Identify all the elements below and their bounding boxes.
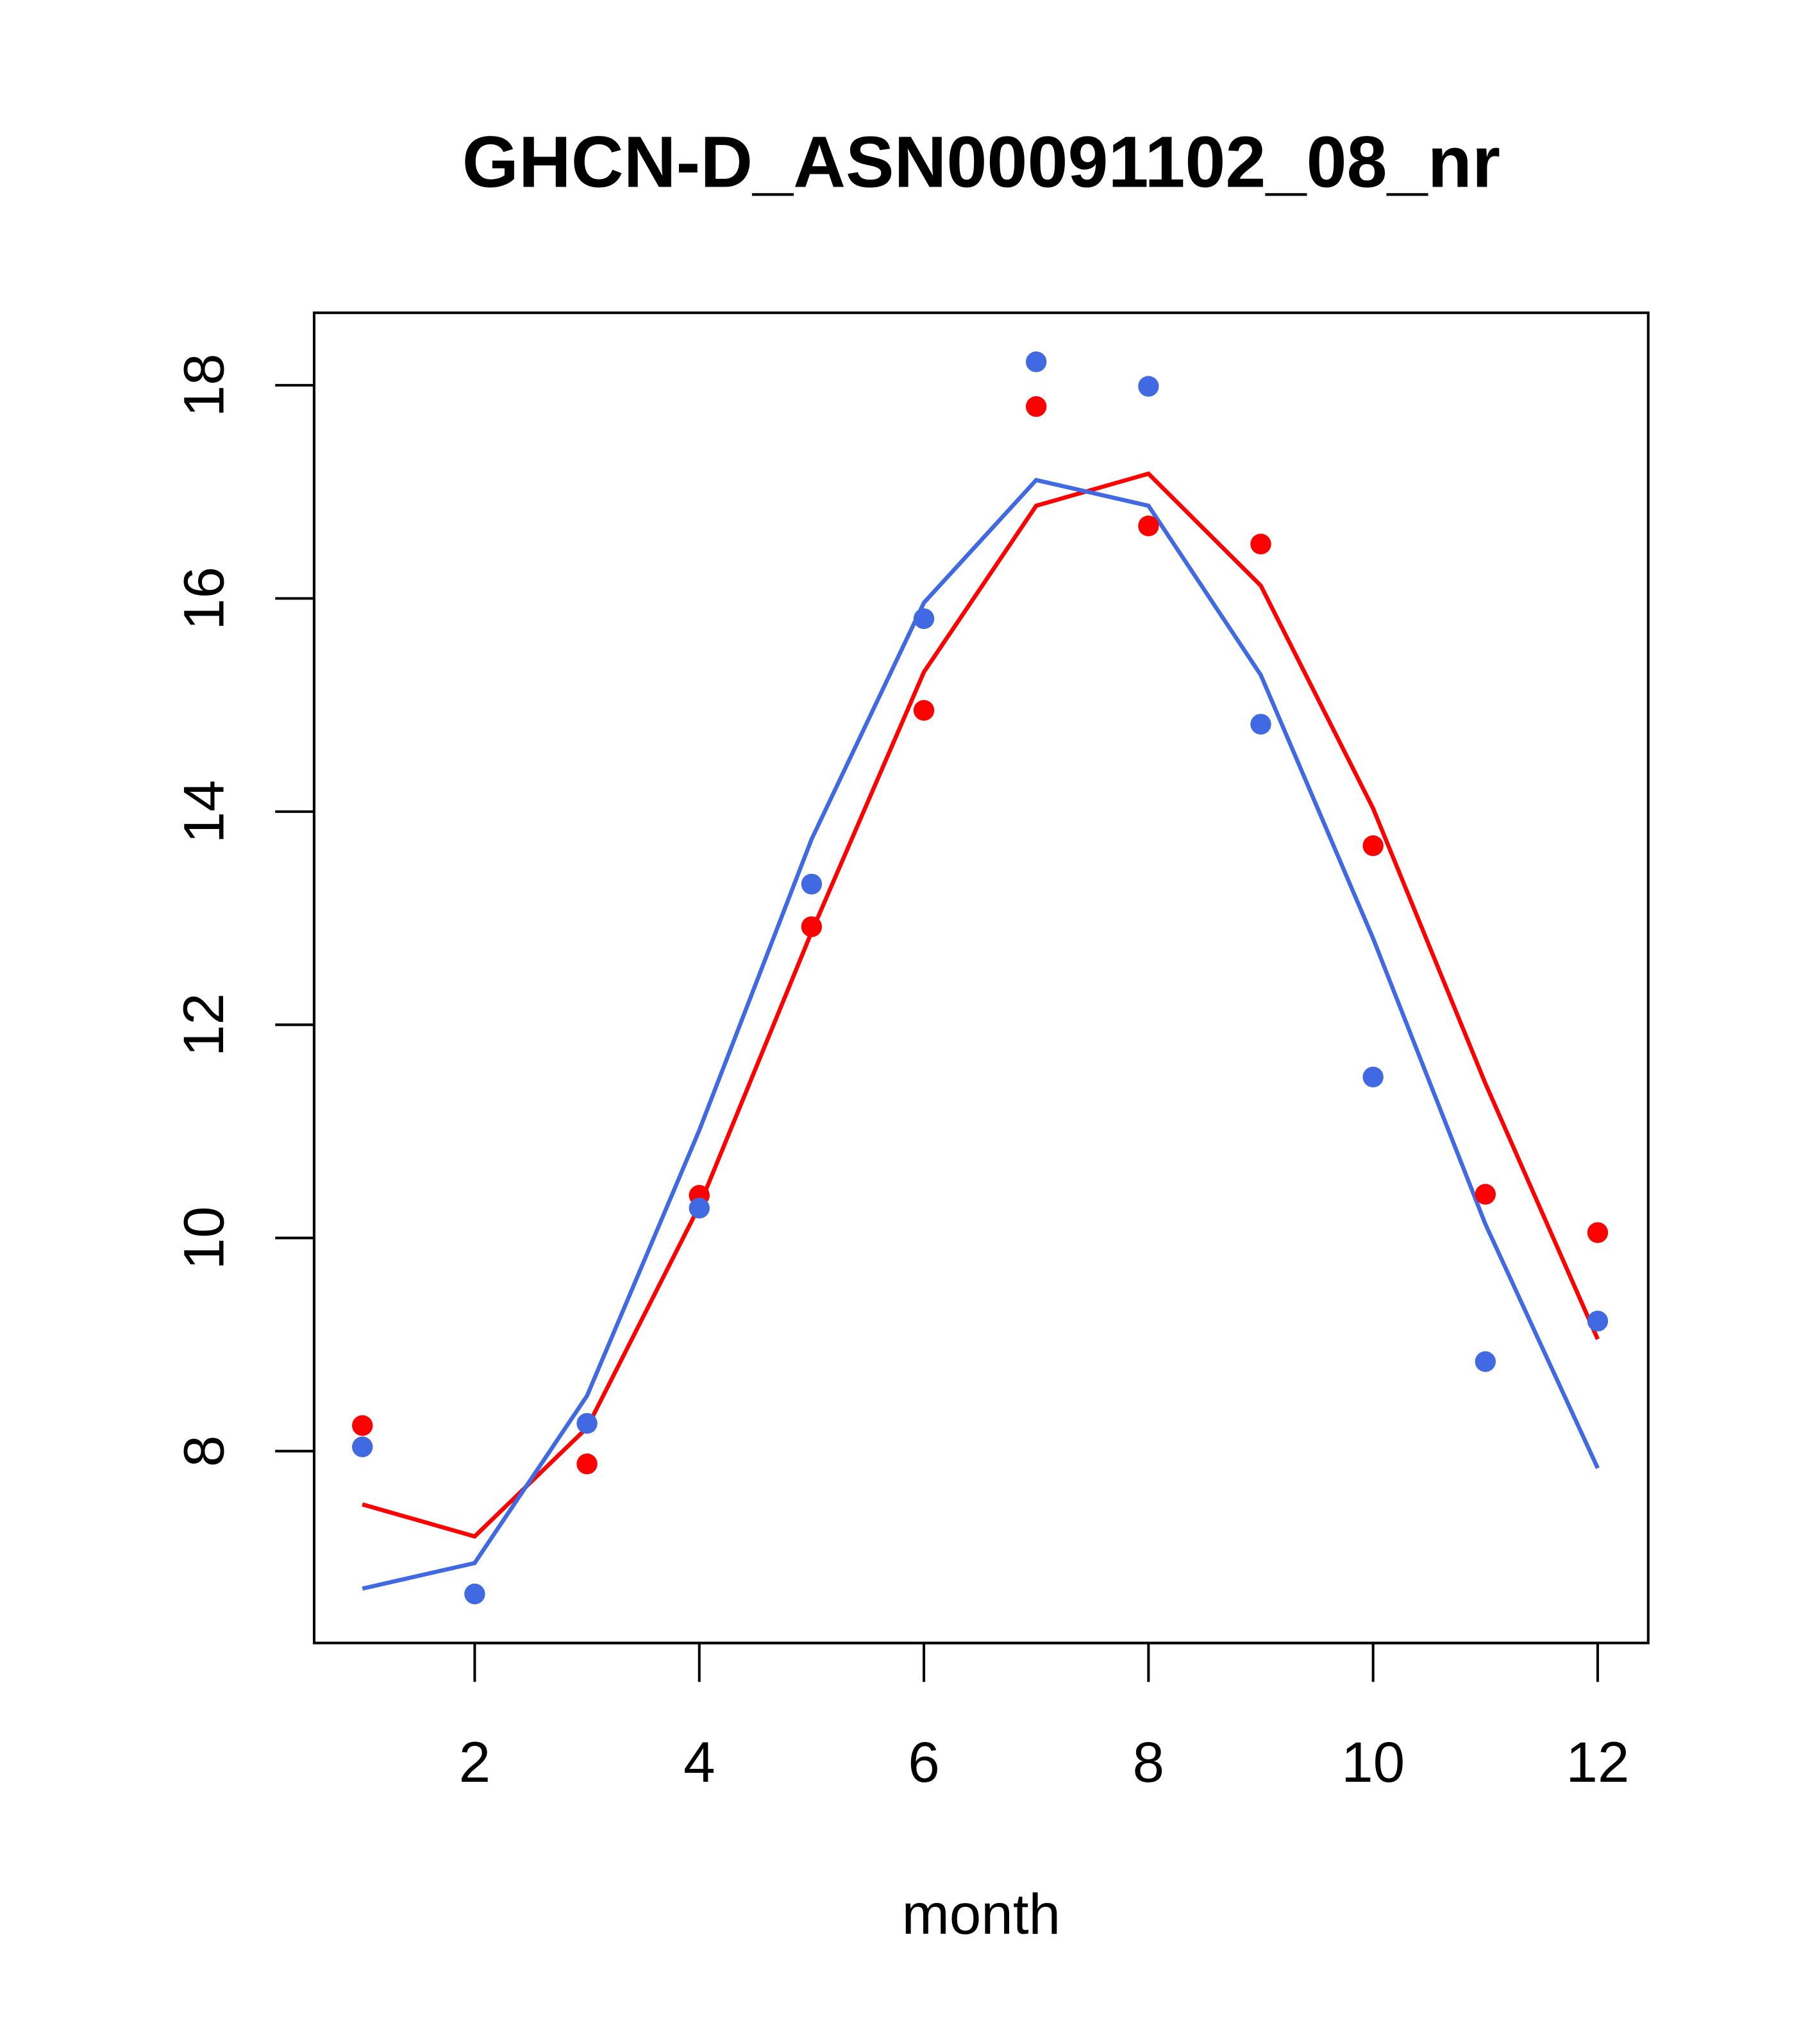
x-tick-label: 6	[908, 1730, 940, 1794]
blue-points-point	[1250, 714, 1271, 735]
plot-frame	[312, 311, 1650, 1645]
blue-points-point	[352, 1436, 373, 1457]
x-tick-label: 12	[1566, 1730, 1629, 1794]
y-tick-label: 14	[171, 780, 235, 843]
y-tick-label: 10	[171, 1206, 235, 1269]
red-points-point	[576, 1453, 598, 1475]
chart-title: GHCN-D_ASN00091102_08_nr	[462, 121, 1500, 203]
red-points-point	[1025, 396, 1047, 417]
red-points-point	[1362, 835, 1384, 857]
y-tick-label: 16	[171, 567, 235, 630]
blue-points-point	[1362, 1066, 1384, 1087]
y-tick-label: 8	[171, 1436, 235, 1468]
x-tick-label: 4	[683, 1730, 716, 1794]
y-tick-label: 18	[171, 353, 235, 417]
blue-points-point	[913, 608, 935, 630]
x-tick-label: 10	[1341, 1730, 1405, 1794]
blue-points-point	[1587, 1311, 1609, 1332]
x-tick-label: 2	[459, 1730, 491, 1794]
y-axis: 8 10 12 14 16 18	[171, 353, 315, 1468]
blue-points-point	[464, 1583, 485, 1605]
red-points-point	[913, 699, 935, 721]
blue-line-series	[362, 478, 1600, 1591]
plot-marks	[352, 351, 1609, 1605]
blue-points-point	[1475, 1351, 1496, 1372]
blue-points-point	[576, 1412, 598, 1434]
blue-points-point	[689, 1198, 710, 1219]
x-axis: 2 4 6 8 10 12	[459, 1641, 1629, 1794]
red-points-point	[1138, 515, 1159, 537]
blue-points-point	[801, 873, 823, 895]
red-points-point	[801, 916, 823, 937]
red-points-point	[1250, 533, 1271, 555]
x-axis-label: month	[902, 1882, 1061, 1946]
y-tick-label: 12	[171, 993, 235, 1057]
red-points-point	[1475, 1184, 1496, 1205]
red-points-point	[352, 1415, 373, 1436]
blue-points-point	[1025, 351, 1047, 373]
red-line-series	[362, 471, 1600, 1539]
x-tick-label: 8	[1133, 1730, 1165, 1794]
blue-points-point	[1138, 376, 1159, 397]
red-points-point	[1587, 1222, 1609, 1243]
